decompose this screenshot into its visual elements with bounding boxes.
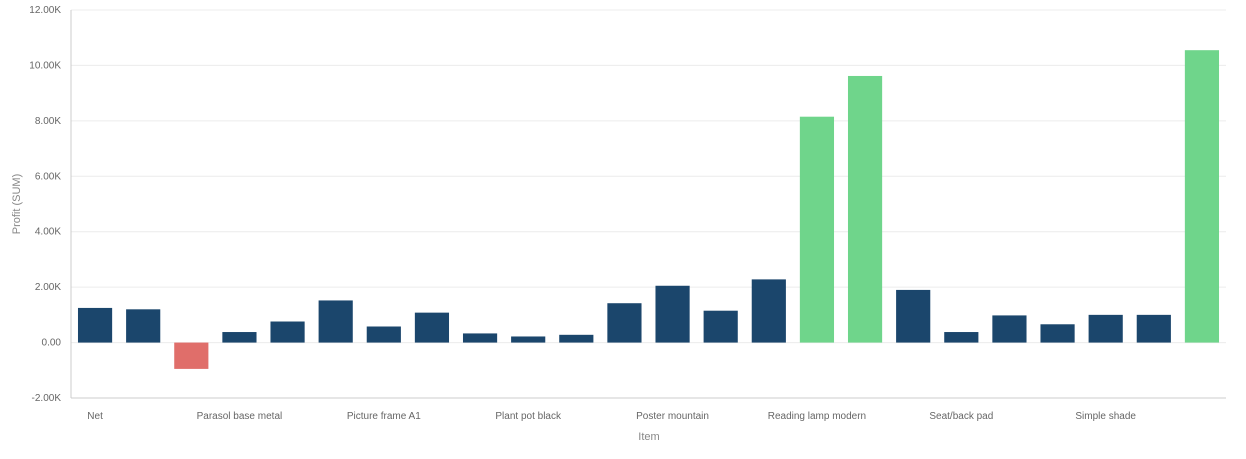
x-tick-label: Parasol base metal	[197, 411, 283, 422]
y-tick-label: 0.00	[42, 338, 62, 349]
y-tick-label: 12.00K	[29, 5, 61, 16]
x-tick-label: Seat/back pad	[929, 411, 993, 422]
bar[interactable]	[799, 116, 835, 343]
x-tick-label: Poster mountain	[636, 411, 709, 422]
bar[interactable]	[559, 334, 594, 343]
x-tick-label: Net	[87, 411, 103, 422]
bar[interactable]	[1088, 314, 1123, 343]
bar[interactable]	[77, 307, 113, 343]
bar[interactable]	[126, 309, 161, 343]
x-tick-label: Simple shade	[1075, 411, 1136, 422]
axes: -2.00K 0.00 2.00K 4.00K 6.00K 8.00K 10.00K 12.0…	[29, 5, 1226, 422]
y-tick-label: -2.00K	[32, 393, 62, 404]
bar[interactable]	[751, 279, 786, 343]
gridlines	[71, 9, 1226, 399]
bar[interactable]	[1040, 324, 1075, 343]
bar[interactable]	[655, 285, 690, 343]
y-tick-label: 2.00K	[35, 282, 61, 293]
y-tick-label: 6.00K	[35, 171, 61, 182]
bar[interactable]	[366, 326, 401, 343]
bar[interactable]	[703, 310, 738, 343]
y-tick-label: 4.00K	[35, 227, 61, 238]
bar[interactable]	[1184, 50, 1220, 343]
bar[interactable]	[607, 303, 642, 343]
bars	[77, 50, 1220, 369]
bar[interactable]	[174, 342, 209, 369]
x-axis-title: Item	[638, 431, 659, 443]
bar[interactable]	[944, 332, 979, 343]
y-tick-label: 10.00K	[29, 60, 61, 71]
bar[interactable]	[414, 312, 450, 343]
bar[interactable]	[222, 332, 257, 343]
bar[interactable]	[318, 300, 353, 343]
bar[interactable]	[511, 336, 546, 343]
bar[interactable]	[896, 289, 931, 343]
bar[interactable]	[462, 333, 498, 343]
bar[interactable]	[270, 321, 305, 343]
bar[interactable]	[992, 315, 1027, 343]
bar[interactable]	[1136, 314, 1171, 343]
x-tick-label: Reading lamp modern	[768, 411, 866, 422]
bar[interactable]	[847, 75, 883, 343]
x-tick-label: Picture frame A1	[347, 411, 421, 422]
x-tick-label: Plant pot black	[495, 411, 562, 422]
y-axis-title: Profit (SUM)	[11, 174, 23, 235]
y-tick-label: 8.00K	[35, 116, 61, 127]
